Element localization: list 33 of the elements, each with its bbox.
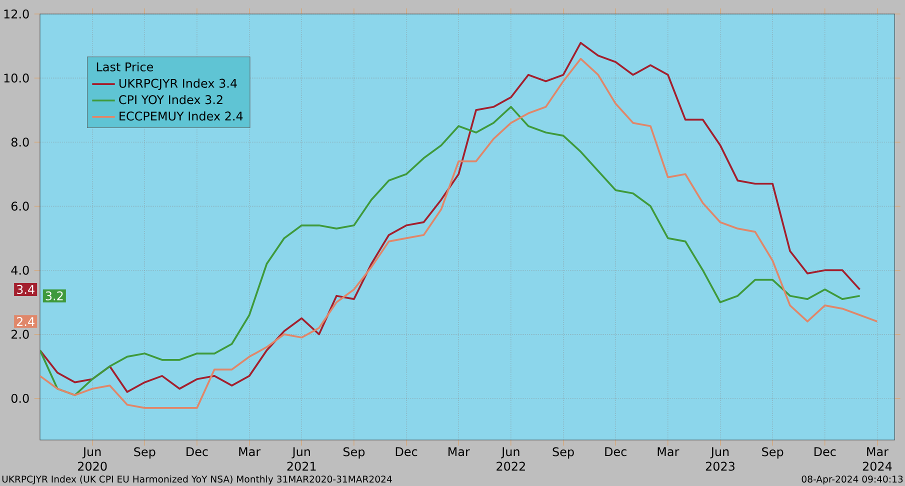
x-tick-label: Mar bbox=[448, 447, 470, 456]
legend-title: Last Price bbox=[96, 62, 154, 72]
y-tick-label: 0.0 bbox=[11, 394, 29, 403]
x-tick-label: Mar 2024 bbox=[862, 447, 892, 471]
annotation: 2.4 bbox=[16, 317, 34, 326]
y-tick-label: 4.0 bbox=[11, 266, 29, 275]
annotation: 3.2 bbox=[46, 291, 63, 300]
y-tick-label: 12.0 bbox=[4, 9, 29, 19]
x-tick-label: Jun 2022 bbox=[496, 447, 525, 471]
x-tick-label: Jun 2021 bbox=[287, 447, 316, 471]
x-tick-label: Jun 2020 bbox=[78, 447, 107, 471]
line-series bbox=[40, 106, 861, 396]
x-tick-label: Dec bbox=[605, 447, 626, 456]
x-tick-label: Mar bbox=[239, 447, 261, 456]
x-tick-label: Sep bbox=[343, 447, 365, 459]
x-tick-label: Jun 2023 bbox=[706, 447, 734, 471]
x-tick-label: Dec bbox=[396, 447, 418, 456]
y-tick-label: 2.0 bbox=[12, 330, 29, 339]
y-tick-label: 8.0 bbox=[11, 138, 29, 147]
x-tick-label: Dec bbox=[186, 447, 208, 456]
annotation: 3.4 bbox=[16, 284, 34, 294]
x-tick-label: Sep bbox=[762, 447, 784, 459]
x-tick-label: Dec bbox=[814, 447, 836, 456]
y-tick-label: 10.0 bbox=[4, 74, 29, 83]
x-tick-label: Sep bbox=[552, 447, 574, 459]
x-tick-label: Sep bbox=[134, 447, 156, 459]
legend-label: UKRPCJYR Index 3.4 bbox=[119, 78, 237, 90]
text: 08-Apr-2024 09:40:13 bbox=[802, 476, 903, 484]
legend-label: CPI YOY Index 3.2 bbox=[119, 94, 222, 104]
legend-label: ECCPEMUY Index 2.4 bbox=[120, 111, 243, 121]
text: UKRPCJYR Index (UK CPI EU Harmonized YoY NSA) Monthly 31MAR2020-31MAR2024 bbox=[2, 475, 392, 484]
x-tick-label: Mar bbox=[658, 447, 680, 456]
y-tick-label: 6.0 bbox=[11, 202, 29, 211]
